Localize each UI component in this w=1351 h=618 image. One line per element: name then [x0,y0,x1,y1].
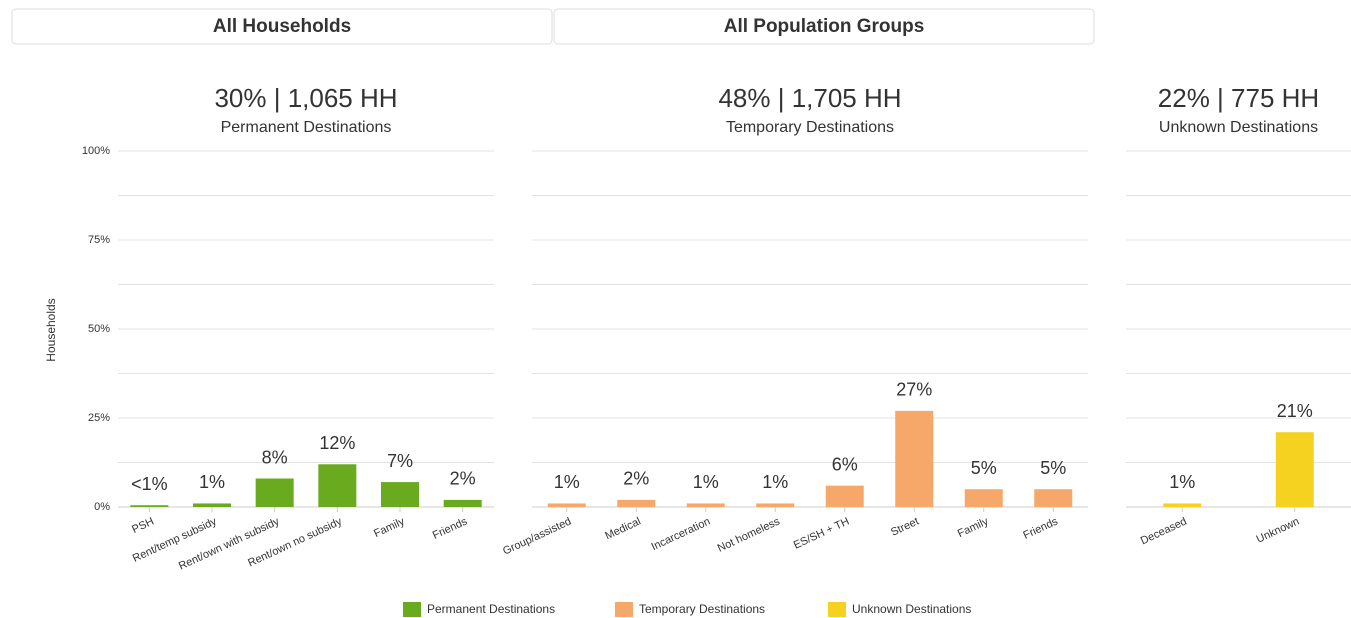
chart-subtitle: Temporary Destinations [726,119,894,136]
bar [617,499,656,507]
bar [895,410,934,507]
x-tick-label: Street [889,515,921,538]
y-tick-label: 25% [88,412,110,424]
x-tick-label: Unknown [1255,515,1302,545]
value-label: 27% [896,380,932,400]
x-tick-label: Incarceration [650,515,713,553]
filter-label[interactable]: All Population Groups [724,16,925,37]
bar [1034,489,1073,507]
filter-button[interactable] [11,8,553,45]
y-tick-label: 100% [82,145,110,157]
value-label: 1% [762,472,788,492]
y-tick-label: 50% [88,323,110,335]
x-tick-label: Family [372,515,407,540]
value-label: 12% [319,433,355,453]
x-tick-label: Rent/own with subsidy [177,515,282,572]
chart-title: 48% | 1,705 HH [718,83,901,113]
y-tick-label: 75% [88,234,110,246]
value-label: 6% [832,454,858,474]
value-label: 1% [554,472,580,492]
x-tick-label: PSH [130,515,156,535]
x-tick-label: Family [956,515,991,540]
bar [547,503,586,507]
bar [318,464,357,507]
x-tick-label: ES/SH + TH [792,515,852,551]
bar [255,478,294,507]
bar [1163,503,1202,507]
value-label: <1% [131,474,168,494]
bar [381,482,419,507]
filter-button[interactable] [553,8,1095,45]
chart-subtitle: Unknown Destinations [1159,119,1318,136]
x-tick-label: Group/assisted [501,515,573,557]
bar [756,503,795,507]
x-tick-label: Not homeless [716,515,782,555]
value-label: 1% [199,472,225,492]
chart-title: 22% | 775 HH [1158,83,1319,113]
bar [686,503,725,507]
x-tick-label: Medical [603,515,642,542]
chart-title: 30% | 1,065 HH [214,83,397,113]
legend-label: Temporary Destinations [639,602,765,616]
y-axis-label: Households [44,298,58,361]
legend-swatch [828,602,846,617]
bar [130,505,169,507]
value-label: 2% [450,469,476,489]
chart-subtitle: Permanent Destinations [221,119,392,136]
bar [443,499,482,507]
filter-label[interactable]: All Households [213,16,351,37]
legend-swatch [403,602,421,617]
value-label: 2% [623,469,649,489]
y-tick-label: 0% [94,501,110,513]
bar [964,489,1003,507]
x-tick-label: Friends [1021,515,1060,542]
legend-swatch [615,602,633,617]
legend-label: Permanent Destinations [427,602,555,616]
value-label: 8% [262,447,288,467]
value-label: 1% [693,472,719,492]
x-tick-label: Deceased [1139,515,1189,547]
legend-label: Unknown Destinations [852,602,971,616]
value-label: 7% [387,451,413,471]
bar [825,485,864,507]
value-label: 5% [971,458,997,478]
bar [193,503,231,507]
bar [1275,432,1314,507]
value-label: 5% [1040,458,1066,478]
value-label: 21% [1277,401,1313,421]
x-tick-label: Friends [431,515,470,542]
value-label: 1% [1169,472,1195,492]
